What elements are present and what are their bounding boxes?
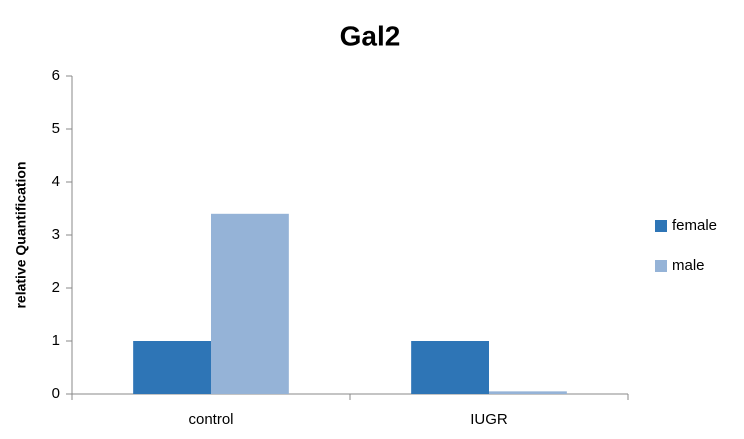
chart-title: Gal2: [340, 20, 401, 51]
bar: [489, 391, 567, 394]
y-tick-label: 0: [52, 385, 60, 402]
legend-label: female: [672, 217, 717, 234]
legend-swatch: [655, 220, 667, 232]
bar: [133, 341, 211, 394]
y-tick-label: 5: [52, 120, 60, 137]
bar: [211, 213, 289, 394]
y-tick-label: 4: [52, 173, 60, 190]
y-tick-label: 1: [52, 332, 60, 349]
y-tick-label: 2: [52, 279, 60, 296]
y-tick-label: 3: [52, 226, 60, 243]
bar: [411, 341, 489, 394]
y-tick-label: 6: [52, 67, 60, 84]
legend-label: male: [672, 257, 705, 274]
x-tick-label: IUGR: [470, 411, 508, 428]
legend-swatch: [655, 260, 667, 272]
x-tick-label: control: [188, 411, 233, 428]
y-axis-label: relative Quantification: [13, 161, 29, 308]
